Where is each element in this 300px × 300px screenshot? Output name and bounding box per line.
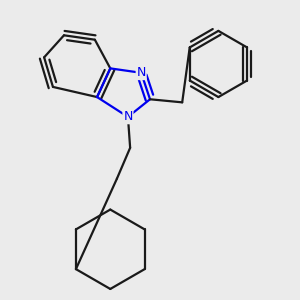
Text: N: N bbox=[123, 110, 133, 123]
Text: N: N bbox=[136, 66, 146, 79]
